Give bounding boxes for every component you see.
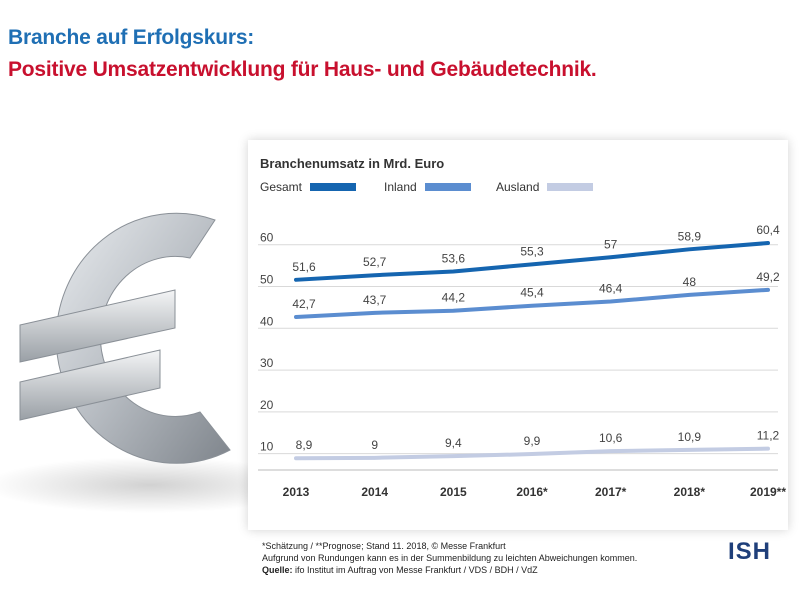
data-label-gesamt-3: 55,3 [520, 244, 544, 258]
legend-gesamt: Gesamt [260, 180, 357, 194]
data-point-ausland-0 [294, 456, 298, 460]
data-point-inland-6 [766, 288, 770, 292]
data-point-gesamt-0 [294, 278, 298, 282]
y-tick-label-40: 40 [260, 314, 274, 328]
legend-label-inland: Inland [384, 180, 417, 194]
data-point-ausland-2 [451, 454, 455, 458]
data-point-gesamt-4 [609, 255, 613, 259]
data-label-inland-5: 48 [683, 275, 697, 289]
data-label-inland-1: 43,7 [363, 293, 387, 307]
data-label-gesamt-0: 51,6 [292, 260, 316, 274]
x-tick-label-1: 2014 [361, 485, 388, 499]
source-label: Quelle: [262, 565, 293, 575]
legend-swatch-inland [424, 183, 471, 191]
data-point-ausland-4 [609, 449, 613, 453]
chart-panel: 10 20 30 40 50 60 2013 2014 2015 2016* 2017* 2018* 2… [248, 140, 788, 530]
data-point-inland-5 [687, 293, 691, 297]
data-point-ausland-1 [373, 456, 377, 460]
data-label-gesamt-4: 57 [604, 237, 618, 251]
data-label-gesamt-2: 53,6 [442, 251, 466, 265]
footnote-line-1: *Schätzung / **Prognose; Stand 11. 2018,… [262, 541, 506, 551]
title-line-1: Branche auf Erfolgskurs: [8, 26, 255, 49]
data-point-gesamt-3 [530, 262, 534, 266]
data-point-ausland-5 [687, 448, 691, 452]
x-tick-label-5: 2018* [674, 485, 706, 499]
y-tick-label-60: 60 [260, 231, 274, 245]
data-label-ausland-1: 9 [371, 438, 378, 452]
data-point-gesamt-5 [687, 247, 691, 251]
line-chart: 10 20 30 40 50 60 2013 2014 2015 2016* 2017* 2018* 2… [258, 223, 786, 499]
data-point-ausland-6 [766, 447, 770, 451]
data-point-ausland-3 [530, 452, 534, 456]
data-point-inland-1 [373, 311, 377, 315]
data-label-inland-2: 44,2 [442, 291, 466, 305]
footnote-line-2: Aufgrund von Rundungen kann es in der Su… [262, 553, 638, 563]
x-tick-label-2: 2015 [440, 485, 467, 499]
ish-logo: ISH [728, 538, 772, 565]
data-label-ausland-2: 9,4 [445, 436, 462, 450]
data-point-inland-0 [294, 315, 298, 319]
x-tick-label-3: 2016* [516, 485, 548, 499]
title-line-2: Positive Umsatzentwicklung für Haus- und… [8, 58, 597, 81]
y-tick-label-20: 20 [260, 398, 274, 412]
legend-ausland: Ausland [496, 180, 594, 194]
x-tick-label-4: 2017* [595, 485, 627, 499]
y-tick-label-10: 10 [260, 440, 274, 454]
x-tick-label-0: 2013 [283, 485, 310, 499]
footnote: *Schätzung / **Prognose; Stand 11. 2018,… [262, 540, 637, 576]
data-label-ausland-0: 8,9 [296, 438, 313, 452]
data-label-ausland-3: 9,9 [524, 434, 541, 448]
data-label-ausland-4: 10,6 [599, 431, 623, 445]
y-tick-label-30: 30 [260, 356, 274, 370]
y-tick-label-50: 50 [260, 273, 274, 287]
legend-inland: Inland [384, 180, 471, 194]
data-label-inland-0: 42,7 [292, 297, 316, 311]
data-label-gesamt-5: 58,9 [678, 229, 702, 243]
legend-swatch-ausland [547, 183, 594, 191]
data-point-gesamt-1 [373, 273, 377, 277]
x-tick-label-6: 2019** [750, 485, 786, 499]
data-point-inland-4 [609, 300, 613, 304]
data-point-gesamt-2 [451, 269, 455, 273]
data-label-inland-4: 46,4 [599, 282, 623, 296]
chart-title: Branchenumsatz in Mrd. Euro [260, 156, 445, 171]
data-point-gesamt-6 [766, 241, 770, 245]
data-label-ausland-5: 10,9 [678, 430, 702, 444]
legend-swatch-gesamt [310, 183, 357, 191]
data-point-inland-2 [451, 309, 455, 313]
source-text: ifo Institut im Auftrag von Messe Frankf… [292, 565, 538, 575]
data-label-gesamt-1: 52,7 [363, 255, 387, 269]
data-label-ausland-6: 11,2 [757, 429, 780, 443]
legend-label-gesamt: Gesamt [260, 180, 303, 194]
euro-icon [0, 212, 315, 513]
data-label-gesamt-6: 60,4 [756, 223, 780, 237]
footnote-line-3: Quelle: ifo Institut im Auftrag von Mess… [262, 564, 637, 576]
data-label-inland-3: 45,4 [520, 286, 544, 300]
data-point-inland-3 [530, 304, 534, 308]
data-label-inland-6: 49,2 [756, 270, 780, 284]
legend-label-ausland: Ausland [496, 180, 540, 194]
